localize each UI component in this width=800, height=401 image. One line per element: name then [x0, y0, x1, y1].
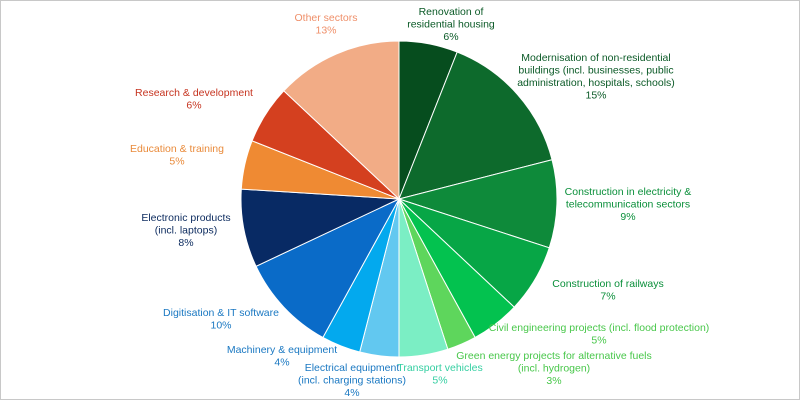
slice-name-label: Education & training	[130, 143, 224, 155]
slice-name-label: Renovation of	[419, 6, 484, 18]
slice-name-label: Construction in electricity &	[565, 186, 692, 198]
slice-name-label: Transport vehicles	[397, 362, 482, 374]
slice-label-civil-engineering-projects-incl-flood-protection: Civil engineering projects (incl. flood …	[489, 322, 710, 347]
pie-slice-modernisation-of-non-residential	[398, 51, 553, 200]
slice-value-label: 6%	[443, 31, 458, 43]
pie-slice-digitisation-it-software	[255, 197, 401, 339]
slice-name-label: Research & development	[135, 87, 253, 99]
slice-name-label: Electronic products	[141, 212, 230, 224]
slice-value-label: 5%	[432, 375, 447, 387]
slice-value-label: 7%	[600, 291, 615, 303]
slice-value-label: 10%	[210, 320, 231, 332]
slice-name-label: (incl. charging stations)	[298, 375, 406, 387]
slice-name-label: Machinery & equipment	[227, 344, 337, 356]
slice-label-green-energy-projects-for-alternative-fuels: Green energy projects for alternative fu…	[456, 350, 652, 387]
slice-value-label: 9%	[620, 211, 635, 223]
slice-name-label: Construction of railways	[552, 278, 663, 290]
slice-value-label: 4%	[274, 357, 289, 369]
slice-value-label: 8%	[178, 237, 193, 249]
slice-name-label: residential housing	[407, 19, 495, 31]
slice-value-label: 5%	[169, 156, 184, 168]
slice-value-label: 15%	[585, 90, 606, 102]
slice-name-label: Modernisation of non-residential	[521, 52, 670, 64]
slice-value-label: 6%	[186, 100, 201, 112]
slice-label-modernisation-of-non-residential: Modernisation of non-residentialbuilding…	[517, 52, 675, 102]
slice-name-label: administration, hospitals, schools)	[517, 77, 675, 89]
slice-value-label: 4%	[344, 387, 359, 399]
slice-name-label: telecommunication sectors	[566, 199, 690, 211]
slice-value-label: 13%	[315, 25, 336, 37]
slice-name-label: buildings (incl. businesses, public	[518, 65, 673, 77]
slice-label-electronic-products: Electronic products(incl. laptops)8%	[141, 212, 230, 249]
slice-name-label: (incl. hydrogen)	[518, 363, 590, 375]
slice-value-label: 3%	[546, 375, 561, 387]
slice-name-label: Green energy projects for alternative fu…	[456, 350, 652, 362]
slice-label-electrical-equipment: Electrical equipment(incl. charging stat…	[298, 362, 406, 399]
slice-label-construction-in-electricity: Construction in electricity &telecommuni…	[565, 186, 692, 223]
pie-slice-other-sectors	[283, 40, 400, 201]
slice-name-label: (incl. laptops)	[155, 225, 217, 237]
slice-value-label: 5%	[591, 335, 606, 347]
slice-name-label: Electrical equipment	[305, 362, 400, 374]
slice-name-label: Other sectors	[294, 12, 357, 24]
slice-name-label: Digitisation & IT software	[163, 307, 279, 319]
slice-name-label: Civil engineering projects (incl. flood …	[489, 322, 710, 334]
pie-slice-construction-in-electricity	[397, 159, 558, 249]
